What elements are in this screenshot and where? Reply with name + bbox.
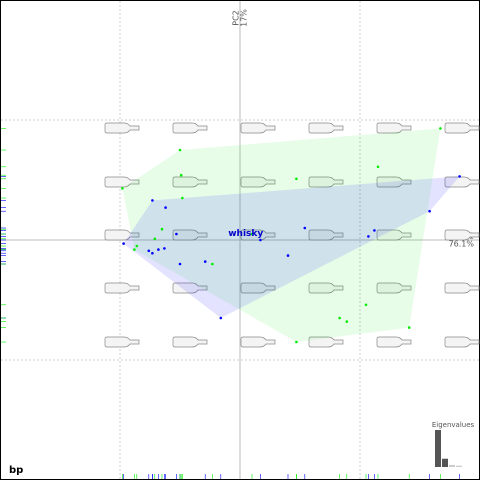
point (122, 242, 125, 245)
point (376, 165, 380, 169)
bottle-icon (104, 229, 140, 241)
bottle-icon (104, 282, 140, 294)
x-axis-label-sub: 76.1% (449, 240, 475, 249)
bottle-icon (308, 336, 344, 348)
group-label: whisky (228, 229, 263, 239)
point (151, 199, 154, 202)
point (338, 316, 341, 320)
bottle-icon (308, 229, 344, 241)
y-axis-label: PC2 (232, 10, 241, 26)
eigen-bar (449, 464, 455, 467)
corner-label: bp (9, 465, 23, 476)
point (179, 173, 183, 177)
group-hull (123, 176, 460, 318)
bottle-icon (172, 229, 208, 241)
point (439, 127, 442, 130)
bottle-icon (240, 122, 276, 134)
point (367, 235, 370, 238)
point (250, 232, 254, 236)
point (121, 187, 124, 190)
bottle-icon (376, 122, 412, 134)
point (364, 303, 368, 307)
point (259, 238, 262, 242)
point (160, 227, 164, 231)
point (135, 244, 139, 248)
point (178, 262, 182, 266)
point (147, 249, 151, 253)
bottle-icon (240, 336, 276, 348)
bottle-icon (240, 176, 276, 188)
y-axis-label-sub: 17% (240, 9, 249, 27)
bottle-icon (172, 282, 208, 294)
point (175, 232, 178, 236)
group-hull (122, 128, 441, 342)
eigen-title: Eigenvalues (432, 421, 475, 429)
point (178, 148, 182, 152)
point (164, 206, 167, 209)
point (295, 177, 298, 181)
point (151, 251, 154, 255)
bottle-icon (376, 336, 412, 348)
bottle-icon (444, 122, 480, 134)
point (295, 340, 298, 344)
point (286, 254, 290, 257)
point (373, 229, 376, 232)
point (428, 209, 431, 213)
point (303, 226, 307, 230)
bottle-icon (104, 122, 140, 134)
point (163, 247, 166, 250)
bottle-icon (104, 176, 140, 188)
point (345, 320, 349, 323)
bottle-icon (240, 282, 276, 294)
point (211, 262, 214, 266)
bottle-icon (104, 336, 140, 348)
bottle-icon (172, 122, 208, 134)
bottle-icon (308, 282, 344, 294)
bottle-icon (376, 282, 412, 294)
bottle-icon (444, 176, 480, 188)
bottle-icon (308, 176, 344, 188)
bottle-icon (376, 229, 412, 241)
bottle-icon (172, 336, 208, 348)
bottle-icon (444, 229, 480, 241)
point (181, 196, 184, 200)
point (157, 248, 160, 251)
point (153, 237, 157, 241)
bottle-icon (308, 122, 344, 134)
point (407, 326, 411, 329)
bottle-icon (172, 176, 208, 188)
bottle-icon (444, 282, 480, 294)
point (219, 316, 223, 320)
bottle-icon (444, 336, 480, 348)
point (203, 260, 207, 263)
eigen-bar (456, 465, 462, 467)
point (458, 175, 461, 178)
eigen-bar (435, 430, 441, 467)
bottle-icon (376, 176, 412, 188)
point (133, 248, 136, 251)
eigen-bar (442, 458, 448, 467)
